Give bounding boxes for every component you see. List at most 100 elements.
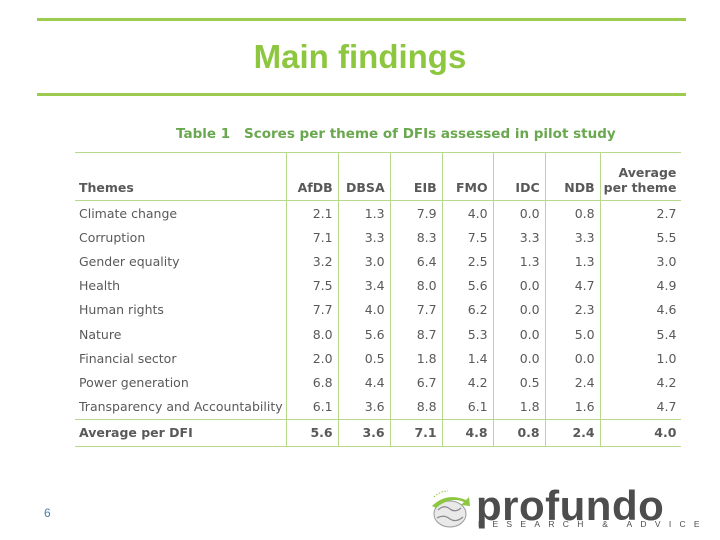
footer-afdb-cell: 5.6: [285, 419, 339, 447]
idc-score-cell: 0.0: [492, 200, 546, 226]
theme-cell: Corruption: [79, 229, 146, 245]
dbsa-score-cell: 5.6: [337, 321, 391, 347]
fmo-score-cell: 7.5: [441, 225, 494, 250]
dbsa-score-cell: 4.4: [337, 370, 391, 395]
theme-cell: Nature: [79, 326, 122, 342]
header-average-line1: Average: [618, 165, 677, 180]
table-row: Climate change 2.1 1.3 7.9 4.0 0.0 0.8 2.7: [75, 200, 682, 226]
header-afdb: AfDB: [285, 152, 339, 201]
eib-score-cell: 6.7: [389, 370, 443, 395]
fmo-score-cell: 2.5: [441, 249, 494, 274]
footer-eib-cell: 7.1: [389, 419, 443, 447]
avg-score-cell: 4.9: [599, 273, 682, 298]
theme-cell: Climate change: [79, 205, 178, 221]
ndb-score-cell: 0.0: [544, 346, 601, 371]
avg-score-cell: 5.5: [599, 225, 682, 250]
idc-score-cell: 0.0: [492, 273, 546, 298]
theme-cell: Health: [79, 278, 121, 294]
footer-fmo-cell: 4.8: [441, 419, 494, 447]
table-row: Human rights 7.7 4.0 7.7 6.2 0.0 2.3 4.6: [75, 297, 682, 322]
table-caption-number: Table 1: [176, 126, 231, 142]
afdb-score-cell: 6.8: [285, 370, 339, 395]
idc-score-cell: 0.0: [492, 297, 546, 322]
fmo-score-cell: 4.0: [441, 200, 494, 226]
avg-score-cell: 4.2: [599, 370, 682, 395]
fmo-score-cell: 5.6: [441, 273, 494, 298]
profundo-logo: profundo RESEARCH & ADVICE: [428, 482, 700, 536]
eib-score-cell: 8.3: [389, 225, 443, 250]
dbsa-score-cell: 0.5: [337, 346, 391, 371]
eib-score-cell: 7.7: [389, 297, 443, 322]
dbsa-score-cell: 3.4: [337, 273, 391, 298]
ndb-score-cell: 4.7: [544, 273, 601, 298]
ndb-score-cell: 5.0: [544, 321, 601, 347]
table-body: Climate change 2.1 1.3 7.9 4.0 0.0 0.8 2.7 Corru…: [75, 200, 682, 420]
idc-score-cell: 3.3: [492, 225, 546, 250]
fmo-score-cell: 6.2: [441, 297, 494, 322]
avg-score-cell: 5.4: [599, 321, 682, 347]
eib-score-cell: 1.8: [389, 346, 443, 371]
table-row: Financial sector 2.0 0.5 1.8 1.4 0.0 0.0 1.0: [75, 346, 682, 371]
eib-score-cell: 8.7: [389, 321, 443, 347]
avg-score-cell: 3.0: [599, 249, 682, 274]
afdb-score-cell: 2.1: [285, 200, 339, 226]
top-rule: [37, 18, 686, 21]
title-underline-rule: [37, 93, 686, 96]
table-row: Health 7.5 3.4 8.0 5.6 0.0 4.7 4.9: [75, 273, 682, 298]
fmo-score-cell: 6.1: [441, 394, 494, 420]
idc-score-cell: 1.3: [492, 249, 546, 274]
table-row: Power generation 6.8 4.4 6.7 4.2 0.5 2.4 4.2: [75, 370, 682, 395]
afdb-score-cell: 2.0: [285, 346, 339, 371]
header-ndb: NDB: [544, 152, 601, 201]
fmo-score-cell: 1.4: [441, 346, 494, 371]
avg-score-cell: 2.7: [599, 200, 682, 226]
afdb-score-cell: 7.7: [285, 297, 339, 322]
afdb-score-cell: 7.5: [285, 273, 339, 298]
eib-score-cell: 6.4: [389, 249, 443, 274]
dbsa-score-cell: 1.3: [337, 200, 391, 226]
ndb-score-cell: 2.4: [544, 370, 601, 395]
dbsa-score-cell: 4.0: [337, 297, 391, 322]
afdb-score-cell: 7.1: [285, 225, 339, 250]
ndb-score-cell: 1.6: [544, 394, 601, 420]
footer-theme-cell: Average per DFI: [79, 425, 193, 441]
eib-score-cell: 8.8: [389, 394, 443, 420]
afdb-score-cell: 3.2: [285, 249, 339, 274]
table-caption-text: Scores per theme of DFIs assessed in pil…: [244, 126, 616, 142]
table-row: Gender equality 3.2 3.0 6.4 2.5 1.3 1.3 3.0: [75, 249, 682, 274]
header-themes: Themes: [79, 180, 134, 195]
scores-table-wrapper: Themes AfDB DBSA EIB FMO IDC NDB Average…: [75, 152, 682, 447]
footer-ndb-cell: 2.4: [544, 419, 601, 447]
theme-cell: Human rights: [79, 302, 164, 318]
table-caption: Table 1 Scores per theme of DFIs assessed…: [176, 126, 616, 142]
table-header-row: Themes AfDB DBSA EIB FMO IDC NDB Average…: [75, 152, 682, 201]
fmo-score-cell: 4.2: [441, 370, 494, 395]
scores-table: Themes AfDB DBSA EIB FMO IDC NDB Average…: [75, 152, 682, 447]
theme-cell: Transparency and Accountability: [79, 399, 283, 415]
slide-title: Main findings: [253, 38, 467, 75]
header-average-per-theme: Average per theme: [599, 152, 682, 201]
dbsa-score-cell: 3.3: [337, 225, 391, 250]
header-fmo: FMO: [441, 152, 494, 201]
footer-dbsa-cell: 3.6: [337, 419, 391, 447]
avg-score-cell: 4.7: [599, 394, 682, 420]
ndb-score-cell: 0.8: [544, 200, 601, 226]
ndb-score-cell: 2.3: [544, 297, 601, 322]
afdb-score-cell: 6.1: [285, 394, 339, 420]
table-row: Corruption 7.1 3.3 8.3 7.5 3.3 3.3 5.5: [75, 225, 682, 250]
logo-wordmark: profundo: [476, 482, 665, 529]
table-row: Nature 8.0 5.6 8.7 5.3 0.0 5.0 5.4: [75, 321, 682, 347]
header-average-line2: per theme: [603, 180, 677, 195]
header-eib: EIB: [389, 152, 443, 201]
idc-score-cell: 0.0: [492, 321, 546, 347]
logo-tagline: RESEARCH & ADVICE: [478, 519, 708, 529]
footer-average-cell: 4.0: [599, 419, 682, 447]
theme-cell: Power generation: [79, 374, 189, 390]
ndb-score-cell: 3.3: [544, 225, 601, 250]
header-idc: IDC: [492, 152, 546, 201]
eib-score-cell: 8.0: [389, 273, 443, 298]
afdb-score-cell: 8.0: [285, 321, 339, 347]
theme-cell: Financial sector: [79, 350, 177, 366]
table-footer-row: Average per DFI 5.6 3.6 7.1 4.8 0.8 2.4 …: [75, 419, 682, 447]
dbsa-score-cell: 3.0: [337, 249, 391, 274]
